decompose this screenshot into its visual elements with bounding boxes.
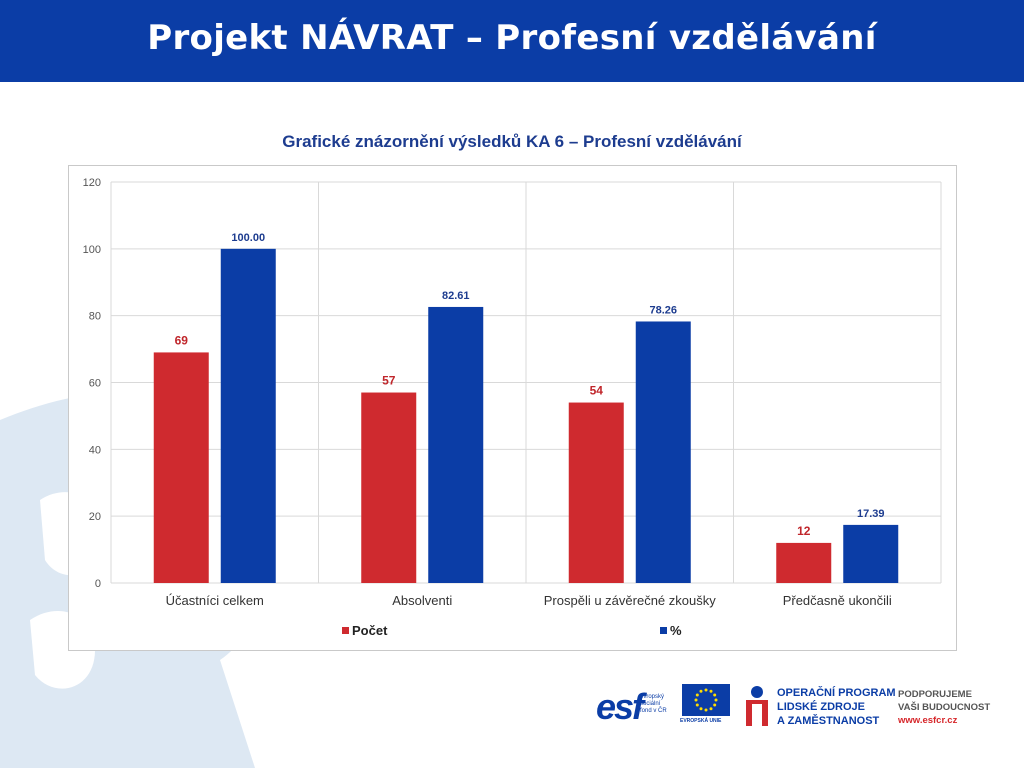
y-tick-label: 60 (89, 378, 101, 390)
data-label-pocet: 54 (590, 384, 604, 398)
data-label-pocet: 12 (797, 524, 811, 538)
chart-frame: 0 20 40 60 80 100 120 69 100.00 Účastníci celkem 5… (68, 165, 957, 651)
data-label-pocet: 69 (175, 333, 189, 347)
y-tick-label: 0 (95, 578, 101, 590)
bar-pocet (776, 542, 832, 583)
y-tick-label: 20 (89, 511, 101, 523)
legend-item-pocet: Počet (342, 623, 387, 638)
bar-chart: 0 20 40 60 80 100 120 69 100.00 Účastníci celkem 5… (83, 177, 942, 608)
y-tick-label: 100 (83, 244, 101, 256)
eu-flag-icon (682, 684, 730, 716)
slide-title: Projekt NÁVRAT – Profesní vzdělávání (147, 18, 877, 58)
bar-pocet (153, 352, 209, 583)
bar-percent (220, 248, 276, 583)
bar-percent (843, 524, 899, 583)
eu-caption: EVROPSKÁ UNIE (680, 718, 722, 724)
support-url: www.esfcr.cz (898, 715, 958, 726)
data-label-pocet: 57 (382, 374, 396, 388)
data-label-percent: 78.26 (649, 304, 677, 316)
legend-swatch-percent (660, 627, 667, 634)
support-text: PODPORUJEME VAŠI BUDOUCNOST www.esfcr.cz (898, 689, 991, 726)
x-category-label: Absolventi (392, 593, 452, 608)
x-category-label: Předčasně ukončili (783, 593, 892, 608)
data-label-percent: 100.00 (231, 232, 265, 244)
bar-percent (428, 306, 484, 583)
esf-logo: esf evropský sociální fond v ČR (594, 684, 674, 728)
bar-pocet (361, 392, 417, 583)
op-lzz-logo-icon (746, 686, 768, 726)
legend-label-pocet: Počet (352, 623, 388, 638)
y-tick-label: 40 (89, 444, 101, 456)
chart-title: Grafické znázornění výsledků KA 6 – Prof… (282, 132, 742, 151)
legend-label-percent: % (670, 623, 682, 638)
y-tick-label: 120 (83, 177, 101, 189)
slide-header: Projekt NÁVRAT – Profesní vzdělávání (0, 0, 1024, 82)
bar-percent (635, 321, 691, 583)
x-category-label: Prospěli u závěrečné zkoušky (544, 593, 716, 608)
esf-caption: evropský sociální fond v ČR (640, 694, 667, 714)
op-lzz-text: OPERAČNÍ PROGRAM LIDSKÉ ZDROJE A ZAMĚSTN… (777, 687, 896, 727)
legend-item-percent: % (660, 623, 682, 638)
esf-logo-text: esf (596, 686, 644, 727)
legend-swatch-pocet (342, 627, 349, 634)
data-label-percent: 82.61 (442, 290, 470, 302)
y-tick-label: 80 (89, 311, 101, 323)
data-label-percent: 17.39 (857, 508, 885, 520)
x-category-label: Účastníci celkem (166, 593, 264, 608)
footer-logos: esf evropský sociální fond v ČR EVROPSKÁ… (590, 680, 1010, 732)
bar-pocet (568, 402, 624, 583)
